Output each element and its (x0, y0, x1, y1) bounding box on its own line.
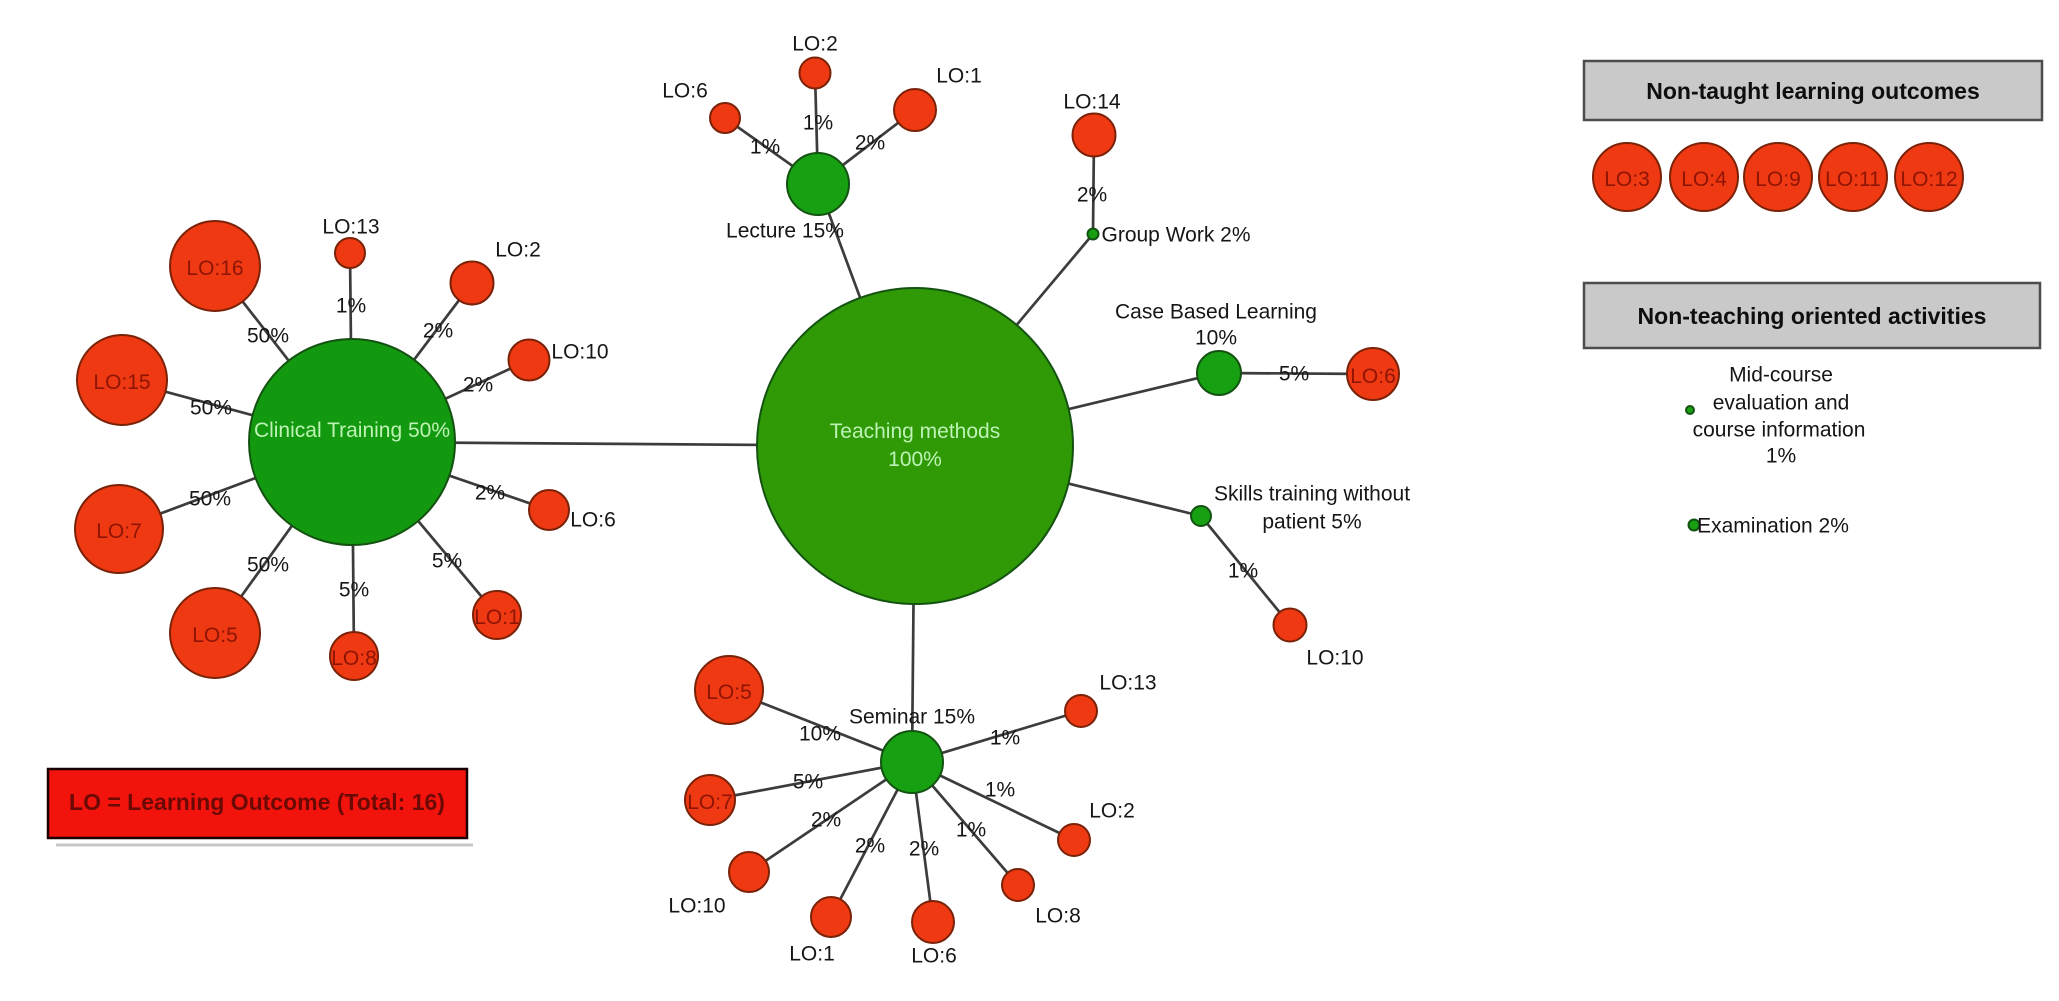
svg-text:1%: 1% (1228, 560, 1258, 583)
svg-text:LO:6: LO:6 (662, 80, 708, 103)
svg-text:LO:4: LO:4 (1681, 168, 1727, 191)
svg-text:LO:5: LO:5 (706, 681, 752, 704)
svg-text:2%: 2% (811, 809, 841, 832)
svg-text:1%: 1% (956, 819, 986, 842)
svg-text:Mid-course: Mid-course (1729, 364, 1833, 387)
svg-text:LO:1: LO:1 (936, 65, 982, 88)
svg-text:Seminar 15%: Seminar 15% (849, 706, 975, 729)
svg-text:LO:10: LO:10 (668, 895, 725, 918)
svg-text:2%: 2% (463, 374, 493, 397)
svg-text:LO:16: LO:16 (186, 257, 243, 280)
svg-text:2%: 2% (909, 838, 939, 861)
svg-text:LO:14: LO:14 (1063, 91, 1121, 114)
svg-text:LO:11: LO:11 (1825, 168, 1881, 191)
svg-text:Non-teaching oriented activiti: Non-teaching oriented activities (1638, 303, 1987, 329)
svg-text:1%: 1% (750, 136, 780, 159)
svg-text:LO:1: LO:1 (789, 943, 835, 966)
svg-text:LO:12: LO:12 (1900, 168, 1957, 191)
svg-text:LO:6: LO:6 (570, 509, 616, 532)
svg-text:LO:15: LO:15 (93, 371, 150, 394)
svg-text:LO:9: LO:9 (1755, 168, 1801, 191)
svg-text:50%: 50% (189, 488, 231, 511)
svg-text:LO:13: LO:13 (322, 216, 379, 239)
svg-text:2%: 2% (855, 835, 885, 858)
svg-text:LO:2: LO:2 (495, 239, 541, 262)
svg-text:LO:1: LO:1 (474, 606, 520, 629)
svg-text:1%: 1% (803, 112, 833, 135)
svg-text:Examination 2%: Examination 2% (1697, 515, 1849, 538)
svg-text:evaluation and: evaluation and (1713, 392, 1850, 415)
svg-text:5%: 5% (1279, 363, 1309, 386)
svg-text:Lecture 15%: Lecture 15% (726, 220, 844, 243)
svg-text:2%: 2% (1077, 184, 1107, 207)
svg-text:course information: course information (1693, 419, 1866, 442)
svg-text:2%: 2% (423, 320, 453, 343)
svg-text:Group Work 2%: Group Work 2% (1102, 224, 1251, 247)
svg-text:5%: 5% (793, 771, 823, 794)
svg-text:LO:2: LO:2 (792, 33, 838, 56)
svg-text:Clinical Training 50%: Clinical Training 50% (254, 419, 450, 442)
svg-text:5%: 5% (339, 579, 369, 602)
svg-text:LO:6: LO:6 (911, 945, 957, 968)
svg-text:Skills training without: Skills training without (1214, 483, 1410, 506)
svg-text:LO:2: LO:2 (1089, 800, 1135, 823)
svg-text:1%: 1% (336, 295, 366, 318)
svg-text:50%: 50% (190, 397, 232, 420)
svg-text:LO:10: LO:10 (551, 341, 608, 364)
svg-text:1%: 1% (985, 779, 1015, 802)
svg-text:patient 5%: patient 5% (1262, 511, 1361, 534)
svg-text:Teaching methods: Teaching methods (830, 420, 1000, 443)
svg-text:LO:10: LO:10 (1306, 647, 1363, 670)
svg-text:10%: 10% (799, 723, 841, 746)
svg-text:LO:8: LO:8 (1035, 905, 1081, 928)
svg-text:50%: 50% (247, 554, 289, 577)
svg-text:LO:6: LO:6 (1350, 365, 1396, 388)
svg-text:LO = Learning Outcome (Total:: LO = Learning Outcome (Total: 16) (69, 789, 445, 815)
svg-text:Case Based Learning: Case Based Learning (1115, 301, 1317, 324)
svg-text:LO:7: LO:7 (96, 520, 142, 543)
svg-text:Non-taught learning outcomes: Non-taught learning outcomes (1646, 78, 1980, 104)
svg-text:10%: 10% (1195, 327, 1237, 350)
svg-text:LO:13: LO:13 (1099, 672, 1156, 695)
svg-text:LO:5: LO:5 (192, 624, 238, 647)
svg-text:2%: 2% (855, 132, 885, 155)
svg-text:LO:3: LO:3 (1604, 168, 1650, 191)
svg-text:1%: 1% (990, 727, 1020, 750)
svg-text:5%: 5% (432, 550, 462, 573)
svg-text:2%: 2% (475, 482, 505, 505)
svg-text:50%: 50% (247, 325, 289, 348)
svg-text:100%: 100% (888, 448, 942, 471)
svg-text:LO:8: LO:8 (331, 647, 377, 670)
svg-text:LO:7: LO:7 (687, 791, 733, 814)
svg-text:1%: 1% (1766, 445, 1796, 468)
